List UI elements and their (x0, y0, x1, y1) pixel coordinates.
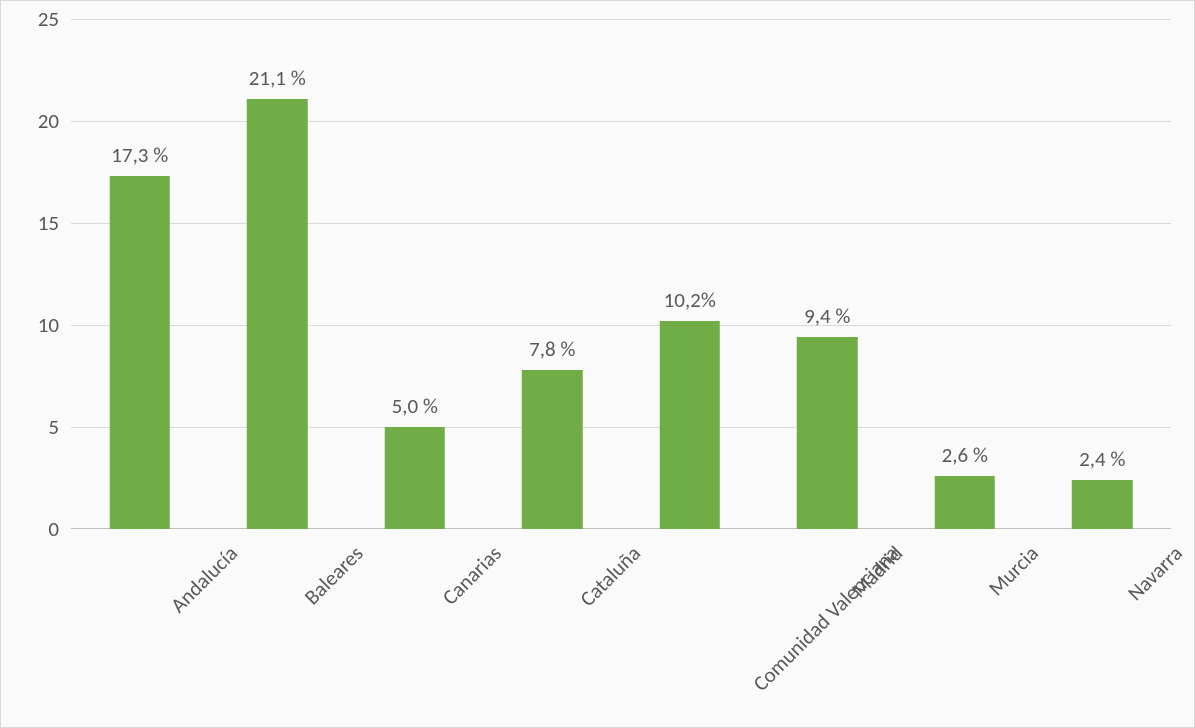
y-tick-label: 0 (48, 516, 71, 542)
bar-slot: 7,8 % (484, 19, 622, 529)
data-label: 5,0 % (392, 393, 438, 419)
bar: 2,6 % (935, 476, 996, 529)
bar: 7,8 % (522, 370, 583, 529)
y-tick-label: 20 (38, 108, 71, 134)
bar-slot: 5,0 % (346, 19, 484, 529)
bar-chart: 0 5 10 15 20 25 17,3 % 21,1 % 5,0 % 7,8 % 10,2% 9,… (0, 0, 1195, 728)
x-label-slot: Andalucía (71, 539, 209, 719)
x-label-slot: Canarias (346, 539, 484, 719)
data-label: 9,4 % (804, 303, 850, 329)
bar: 21,1 % (247, 99, 308, 529)
bar: 5,0 % (385, 427, 446, 529)
bar-slot: 2,6 % (896, 19, 1034, 529)
x-label-slot: Baleares (209, 539, 347, 719)
y-tick-label: 5 (48, 414, 71, 440)
bar-slot: 10,2% (621, 19, 759, 529)
bar-slot: 21,1 % (209, 19, 347, 529)
data-label: 2,4 % (1079, 446, 1125, 472)
plot-area: 0510152025 17,3 %21,1 %5,0 %7,8 %10,2%9,… (71, 19, 1171, 529)
x-label-slot: Comunidad Valenciana (621, 539, 759, 719)
bar-slot: 9,4 % (759, 19, 897, 529)
x-label-slot: Madrid (759, 539, 897, 719)
x-axis-labels: AndalucíaBalearesCanariasCataluñaComunid… (71, 539, 1171, 719)
data-label: 21,1 % (249, 65, 306, 91)
bar: 10,2% (660, 321, 721, 529)
x-axis-label: Navarra (1122, 539, 1189, 606)
y-tick-label: 15 (38, 210, 71, 236)
bar: 9,4 % (797, 337, 858, 529)
x-label-slot: Navarra (1034, 539, 1172, 719)
bar-slot: 17,3 % (71, 19, 209, 529)
data-label: 10,2% (664, 287, 716, 313)
y-tick-label: 25 (38, 6, 71, 32)
bar-slot: 2,4 % (1034, 19, 1172, 529)
data-label: 2,6 % (942, 442, 988, 468)
bar: 17,3 % (110, 176, 171, 529)
x-label-slot: Cataluña (484, 539, 622, 719)
data-label: 7,8 % (529, 336, 575, 362)
bar: 2,4 % (1072, 480, 1133, 529)
y-tick-label: 10 (38, 312, 71, 338)
data-label: 17,3 % (111, 142, 168, 168)
x-label-slot: Murcia (896, 539, 1034, 719)
